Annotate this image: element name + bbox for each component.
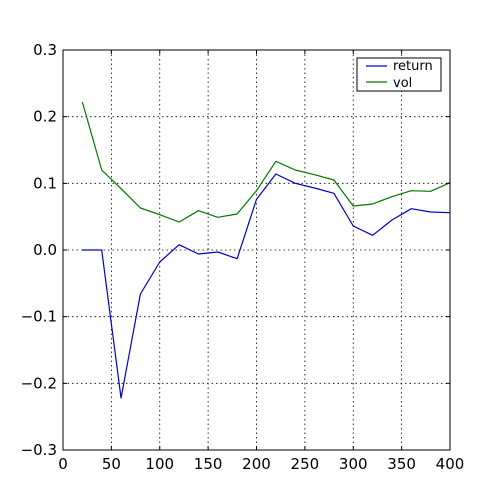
axis-ticks: 0 50 100 150 200 250 300 350 400 −0.3 −0.2 −0.1 0.0 0… xyxy=(21,41,465,473)
y-tick-label: −0.3 xyxy=(21,441,57,459)
x-tick-label: 250 xyxy=(291,455,320,473)
y-tick-label: 0.0 xyxy=(33,241,57,259)
grid xyxy=(63,50,450,450)
x-tick-label: 300 xyxy=(339,455,368,473)
legend-label-vol: vol xyxy=(393,76,412,91)
series-line-vol xyxy=(81,101,451,223)
x-tick-label: 100 xyxy=(145,455,174,473)
y-tick-label: 0.3 xyxy=(33,41,57,59)
legend: return vol xyxy=(356,57,442,92)
legend-box xyxy=(356,57,442,92)
series-lines xyxy=(81,101,451,399)
x-tick-label: 0 xyxy=(58,455,68,473)
x-tick-label: 350 xyxy=(387,455,416,473)
y-tick-label: 0.1 xyxy=(33,174,57,192)
y-tick-label: −0.1 xyxy=(21,308,57,326)
x-tick-label: 200 xyxy=(242,455,271,473)
y-tick-label: −0.2 xyxy=(21,374,57,392)
x-tick-label: 400 xyxy=(436,455,465,473)
series-line-return xyxy=(82,173,451,399)
y-tick-label: 0.2 xyxy=(33,108,57,126)
x-tick-label: 150 xyxy=(194,455,223,473)
legend-label-return: return xyxy=(393,59,433,74)
x-tick-label: 50 xyxy=(102,455,121,473)
